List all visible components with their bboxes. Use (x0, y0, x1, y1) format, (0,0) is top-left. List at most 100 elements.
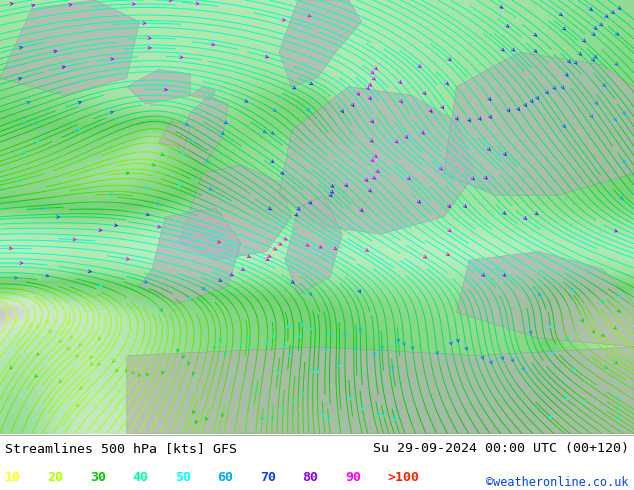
FancyArrowPatch shape (615, 62, 618, 65)
FancyArrowPatch shape (177, 349, 179, 352)
FancyArrowPatch shape (212, 43, 214, 46)
Polygon shape (178, 96, 228, 165)
FancyArrowPatch shape (522, 367, 524, 370)
FancyArrowPatch shape (32, 4, 35, 7)
FancyArrowPatch shape (617, 417, 619, 419)
FancyArrowPatch shape (99, 229, 102, 232)
FancyArrowPatch shape (59, 380, 62, 383)
FancyArrowPatch shape (49, 330, 52, 333)
FancyArrowPatch shape (292, 86, 295, 89)
FancyArrowPatch shape (344, 184, 347, 187)
FancyArrowPatch shape (358, 290, 361, 293)
FancyArrowPatch shape (70, 335, 73, 338)
FancyArrowPatch shape (309, 201, 311, 204)
FancyArrowPatch shape (564, 397, 567, 400)
Text: 80: 80 (302, 471, 318, 484)
FancyArrowPatch shape (110, 58, 113, 61)
FancyArrowPatch shape (618, 294, 621, 297)
FancyArrowPatch shape (256, 389, 258, 392)
FancyArrowPatch shape (613, 326, 616, 329)
FancyArrowPatch shape (553, 86, 555, 89)
FancyArrowPatch shape (205, 417, 208, 420)
FancyArrowPatch shape (536, 96, 538, 99)
FancyArrowPatch shape (161, 153, 164, 155)
FancyArrowPatch shape (333, 247, 337, 249)
FancyArrowPatch shape (503, 211, 506, 214)
FancyArrowPatch shape (374, 154, 377, 157)
FancyArrowPatch shape (309, 327, 313, 330)
FancyArrowPatch shape (471, 177, 474, 180)
FancyArrowPatch shape (271, 417, 274, 420)
FancyArrowPatch shape (590, 115, 593, 118)
FancyArrowPatch shape (423, 92, 425, 95)
FancyArrowPatch shape (329, 194, 332, 196)
FancyArrowPatch shape (160, 308, 162, 312)
FancyArrowPatch shape (110, 193, 113, 196)
FancyArrowPatch shape (583, 398, 586, 401)
FancyArrowPatch shape (126, 172, 129, 174)
FancyArrowPatch shape (133, 3, 135, 5)
FancyArrowPatch shape (158, 225, 160, 228)
FancyArrowPatch shape (230, 273, 233, 276)
FancyArrowPatch shape (295, 213, 297, 216)
FancyArrowPatch shape (221, 414, 224, 416)
FancyArrowPatch shape (190, 139, 193, 141)
FancyArrowPatch shape (268, 207, 271, 210)
FancyArrowPatch shape (188, 362, 190, 365)
FancyArrowPatch shape (344, 334, 347, 337)
FancyArrowPatch shape (535, 212, 538, 215)
FancyArrowPatch shape (599, 23, 602, 26)
FancyArrowPatch shape (265, 55, 268, 58)
FancyArrowPatch shape (373, 353, 375, 356)
Polygon shape (456, 251, 634, 347)
FancyArrowPatch shape (511, 359, 514, 362)
FancyArrowPatch shape (371, 71, 374, 74)
FancyArrowPatch shape (263, 130, 266, 133)
FancyArrowPatch shape (217, 241, 221, 243)
FancyArrowPatch shape (133, 371, 135, 374)
FancyArrowPatch shape (271, 334, 275, 337)
FancyArrowPatch shape (366, 86, 369, 90)
FancyArrowPatch shape (145, 280, 147, 283)
Polygon shape (127, 347, 634, 434)
FancyArrowPatch shape (391, 367, 394, 370)
FancyArrowPatch shape (581, 319, 583, 322)
FancyArrowPatch shape (213, 346, 216, 349)
FancyArrowPatch shape (321, 414, 325, 416)
FancyArrowPatch shape (614, 229, 618, 232)
FancyArrowPatch shape (481, 273, 484, 276)
FancyArrowPatch shape (614, 118, 616, 121)
FancyArrowPatch shape (484, 176, 487, 179)
FancyArrowPatch shape (26, 319, 29, 322)
FancyArrowPatch shape (488, 98, 491, 100)
FancyArrowPatch shape (330, 190, 333, 193)
FancyArrowPatch shape (69, 3, 72, 6)
FancyArrowPatch shape (110, 111, 113, 114)
FancyArrowPatch shape (10, 2, 13, 5)
FancyArrowPatch shape (361, 406, 363, 409)
FancyArrowPatch shape (88, 270, 91, 272)
FancyArrowPatch shape (501, 356, 503, 360)
FancyArrowPatch shape (307, 14, 311, 17)
FancyArrowPatch shape (162, 371, 164, 374)
FancyArrowPatch shape (407, 177, 410, 180)
FancyArrowPatch shape (507, 109, 510, 112)
Text: Su 29-09-2024 00:00 UTC (00+120): Su 29-09-2024 00:00 UTC (00+120) (373, 442, 629, 455)
FancyArrowPatch shape (148, 37, 151, 40)
FancyArrowPatch shape (271, 131, 274, 134)
FancyArrowPatch shape (337, 364, 340, 367)
FancyArrowPatch shape (398, 81, 401, 84)
FancyArrowPatch shape (614, 361, 618, 364)
FancyArrowPatch shape (306, 244, 309, 246)
FancyArrowPatch shape (37, 352, 40, 355)
FancyArrowPatch shape (448, 58, 451, 61)
FancyArrowPatch shape (618, 6, 621, 9)
FancyArrowPatch shape (247, 255, 250, 258)
FancyArrowPatch shape (79, 343, 82, 346)
Polygon shape (178, 165, 292, 260)
FancyArrowPatch shape (561, 86, 564, 89)
FancyArrowPatch shape (98, 337, 101, 340)
FancyArrowPatch shape (488, 147, 490, 150)
FancyArrowPatch shape (411, 346, 414, 349)
FancyArrowPatch shape (395, 140, 398, 143)
